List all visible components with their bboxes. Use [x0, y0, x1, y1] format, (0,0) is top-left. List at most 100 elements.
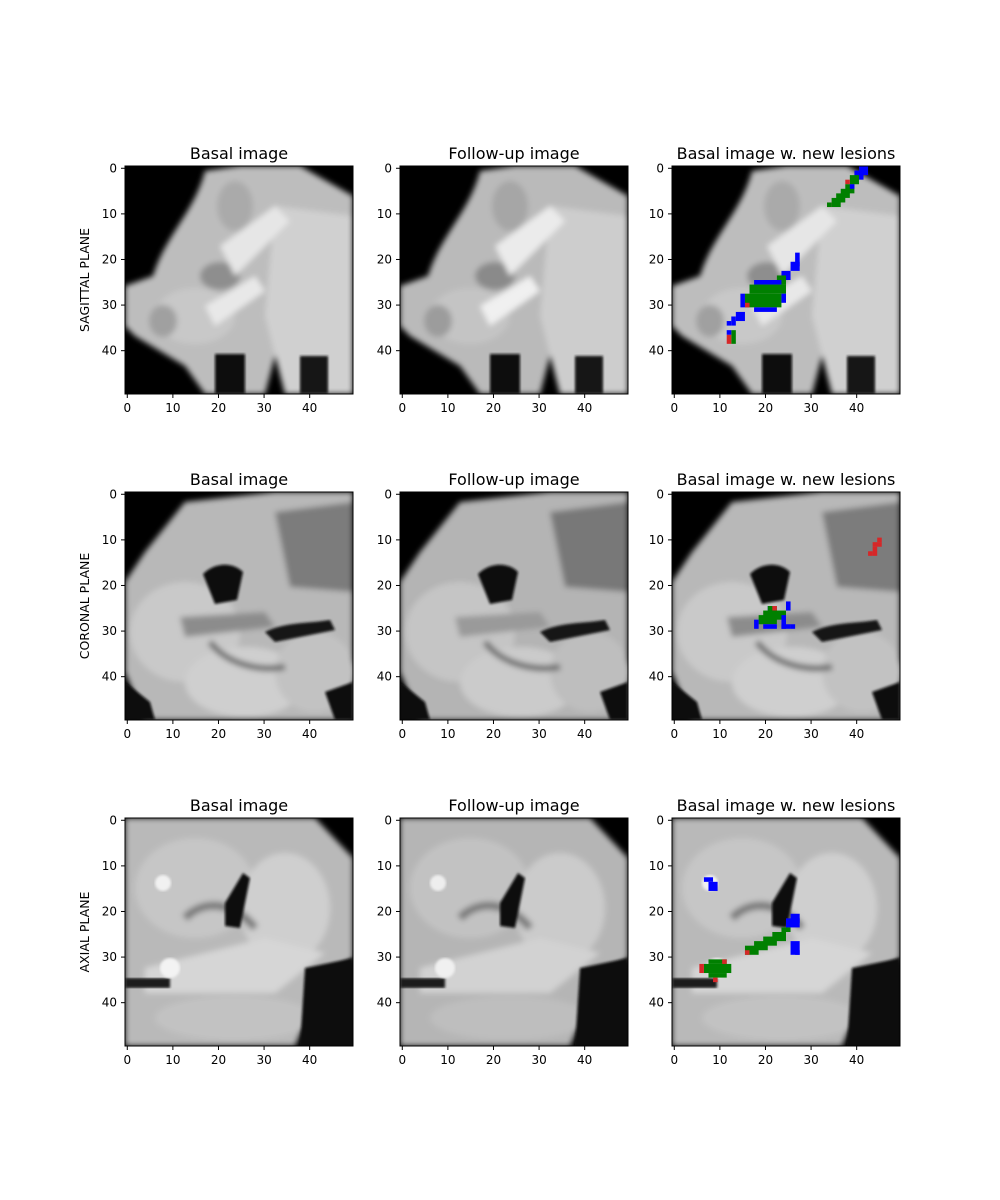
row-label-sagittal: SAGITTAL PLANE [77, 228, 92, 332]
y-tick-label: 20 [377, 252, 392, 266]
lesion-pixel-blue [708, 881, 718, 891]
lesion-pixel-green [731, 330, 736, 344]
panel-title: Basal image w. new lesions [677, 796, 896, 815]
y-tick-label: 30 [377, 624, 392, 638]
lesion-pixel-blue [781, 624, 786, 629]
y-tick-label: 20 [102, 252, 117, 266]
y-tick-label: 40 [102, 996, 117, 1010]
y-tick-label: 40 [377, 670, 392, 684]
panel-sagittal-lesions: Basal image w. new lesions 0 10 20 30 40 0 10 2… [649, 144, 901, 415]
x-tick-label: 20 [758, 1053, 773, 1067]
lesion-pixel-green [827, 202, 832, 208]
panel-coronal-lesions: Basal image w. new lesions 0 10 20 30 40 0 10 2… [649, 470, 901, 741]
y-tick-label: 40 [649, 670, 664, 684]
x-tick-label: 30 [803, 727, 818, 741]
x-tick-label: 10 [712, 1053, 727, 1067]
axis-ticks: 0 10 20 30 40 0 10 20 30 40 [377, 161, 593, 415]
lesion-pixel-red [713, 977, 718, 983]
y-tick-label: 10 [102, 859, 117, 873]
lesion-pixel-blue [790, 941, 800, 955]
y-tick-label: 10 [102, 533, 117, 547]
x-tick-label: 30 [803, 401, 818, 415]
panel-title: Basal image [190, 796, 288, 815]
x-tick-label: 30 [256, 1053, 271, 1067]
axes-frame [124, 165, 354, 395]
y-tick-label: 0 [109, 813, 117, 827]
panel-title: Follow-up image [448, 470, 579, 489]
panel-title: Basal image w. new lesions [677, 470, 896, 489]
lesion-pixel-green [708, 959, 727, 964]
panel-sagittal-followup: Follow-up image 0 10 20 30 40 0 10 20 30 40 [377, 144, 629, 415]
panel-title: Follow-up image [448, 796, 579, 815]
y-tick-label: 40 [649, 344, 664, 358]
lesion-pixel-green [708, 973, 727, 978]
x-tick-label: 30 [531, 1053, 546, 1067]
y-tick-label: 0 [656, 161, 664, 175]
lesion-pixel-red [877, 537, 882, 543]
y-tick-label: 0 [109, 487, 117, 501]
y-tick-label: 10 [649, 207, 664, 221]
x-tick-label: 0 [398, 401, 406, 415]
axis-ticks: 0 10 20 30 40 0 10 20 30 40 [102, 487, 318, 741]
lesion-pixel-green [849, 175, 859, 185]
mri-slice-image [125, 818, 353, 1046]
panel-axial-basal: Basal image 0 10 20 30 40 0 10 20 30 40 [102, 796, 354, 1067]
x-tick-label: 40 [302, 727, 317, 741]
y-tick-label: 40 [649, 996, 664, 1010]
mri-slice-image [400, 818, 628, 1046]
lesion-pixel-green [772, 932, 786, 942]
y-tick-label: 30 [649, 298, 664, 312]
lesion-pixel-blue [786, 624, 791, 629]
lesion-pixel-red [722, 959, 727, 964]
lesion-pixel-green [754, 941, 768, 951]
y-tick-label: 0 [384, 813, 392, 827]
y-tick-label: 10 [649, 533, 664, 547]
lesion-pixel-green [763, 610, 786, 620]
y-tick-label: 10 [102, 207, 117, 221]
y-tick-label: 10 [377, 207, 392, 221]
lesion-pixel-blue [735, 311, 745, 322]
panel-coronal-followup: Follow-up image 0 10 20 30 40 0 10 20 30 40 [377, 470, 629, 741]
x-tick-label: 20 [758, 727, 773, 741]
x-tick-label: 20 [211, 401, 226, 415]
mri-slice-image [400, 492, 628, 720]
lesion-pixel-red [744, 950, 750, 955]
lesion-pixel-green [763, 936, 777, 946]
y-tick-label: 30 [649, 950, 664, 964]
x-tick-label: 30 [256, 401, 271, 415]
y-tick-label: 40 [377, 344, 392, 358]
x-tick-label: 10 [712, 401, 727, 415]
y-tick-label: 20 [649, 578, 664, 592]
axis-ticks: 0 10 20 30 40 0 10 20 30 40 [377, 813, 593, 1067]
x-tick-label: 10 [712, 727, 727, 741]
axes-frame [399, 817, 629, 1047]
axes-frame [124, 817, 354, 1047]
x-tick-label: 10 [165, 1053, 180, 1067]
y-tick-label: 30 [377, 298, 392, 312]
lesion-pixel-blue [754, 619, 759, 629]
x-tick-label: 40 [577, 727, 592, 741]
panel-axial-lesions: Basal image w. new lesions 0 10 20 30 40 0 10 2… [649, 796, 901, 1067]
x-tick-label: 20 [211, 1053, 226, 1067]
lesion-pixel-blue [740, 293, 745, 308]
axis-ticks: 0 10 20 30 40 0 10 20 30 40 [102, 813, 318, 1067]
x-tick-label: 40 [849, 1053, 864, 1067]
row-label-coronal: CORONAL PLANE [77, 553, 92, 660]
lesion-pixel-green [703, 963, 732, 974]
lesion-pixel-red [872, 546, 878, 556]
lesion-pixel-blue [790, 624, 796, 629]
axis-ticks: 0 10 20 30 40 0 10 20 30 40 [377, 487, 593, 741]
lesion-pixel-blue [703, 877, 714, 882]
y-tick-label: 0 [384, 161, 392, 175]
lesion-pixel-green [836, 193, 846, 203]
y-tick-label: 0 [384, 487, 392, 501]
lesion-overlay [726, 166, 869, 344]
y-tick-label: 30 [102, 298, 117, 312]
lesion-pixel-blue [754, 307, 777, 312]
y-tick-label: 0 [656, 487, 664, 501]
lesion-pixel-blue [795, 252, 800, 267]
lesion-pixel-blue [754, 280, 782, 285]
panel-axial-followup: Follow-up image 0 10 20 30 40 0 10 20 30 40 [377, 796, 629, 1067]
axis-ticks: 0 10 20 30 40 0 10 20 30 40 [649, 487, 865, 741]
